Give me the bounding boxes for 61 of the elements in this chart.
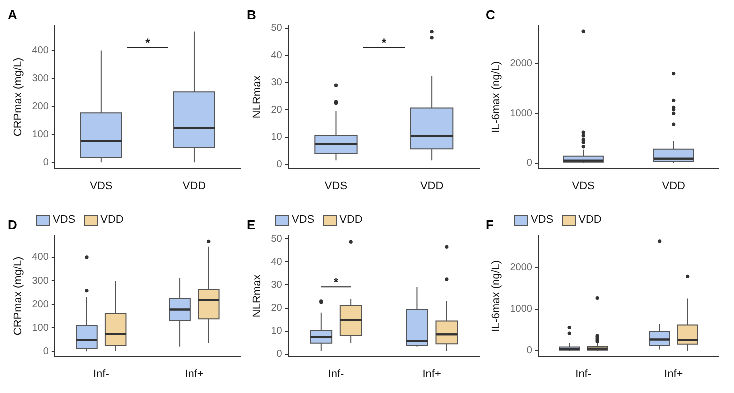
chart-title: D xyxy=(8,217,18,232)
y-tick-label: 0 xyxy=(43,157,50,168)
y-tick-label: 1000 xyxy=(510,304,533,316)
y-axis-title: CRPmax (mg/L) xyxy=(12,58,25,137)
y-tick-label: 50 xyxy=(271,234,283,245)
x-tick-label: Inf+ xyxy=(185,368,204,380)
y-tick-label: 1000 xyxy=(510,108,533,120)
x-tick-label: Inf- xyxy=(328,368,345,380)
y-tick-label: 20 xyxy=(271,104,283,116)
y-tick-label: 10 xyxy=(271,132,283,144)
y-tick-label: 40 xyxy=(271,256,283,268)
legend-label: VDD xyxy=(100,214,124,226)
y-axis-title: NLRmax xyxy=(252,274,264,318)
y-tick-label: 200 xyxy=(32,101,50,112)
y-axis-title: IL-6max (ng/L) xyxy=(490,61,503,133)
y-tick-label: 100 xyxy=(32,322,50,334)
chart-title: A xyxy=(8,7,18,22)
y-tick-label: 0 xyxy=(276,349,283,360)
y-tick-label: 300 xyxy=(32,276,50,287)
y-axis-title: NLRmax xyxy=(252,75,264,119)
y-tick-label: 30 xyxy=(271,78,283,89)
y-tick-label: 0 xyxy=(526,346,533,357)
x-tick-label: Inf- xyxy=(93,368,110,380)
y-tick-label: 0 xyxy=(276,159,283,170)
chart-title: F xyxy=(486,217,494,232)
y-tick-label: 400 xyxy=(32,252,50,264)
y-tick-label: 100 xyxy=(32,129,50,140)
x-tick-label: VDS xyxy=(90,180,113,192)
x-tick-label: Inf+ xyxy=(664,368,684,380)
chart-title: E xyxy=(247,217,256,232)
chart-title: C xyxy=(486,7,496,22)
legend-label: VDD xyxy=(578,214,602,226)
x-tick-label: Inf+ xyxy=(422,368,442,380)
legend-label: VDS xyxy=(531,214,554,226)
y-tick-label: 2000 xyxy=(510,262,533,274)
annotation: * xyxy=(334,275,339,290)
x-tick-label: VDD xyxy=(662,180,686,192)
x-tick-label: Inf- xyxy=(576,368,592,380)
x-tick-label: VDS xyxy=(324,180,348,192)
x-tick-label: VDD xyxy=(420,180,444,192)
legend-label: VDD xyxy=(340,214,363,226)
x-tick-label: VDD xyxy=(182,180,206,192)
y-axis-title: CRPmax (mg/L) xyxy=(12,256,25,336)
x-tick-label: VDS xyxy=(572,180,595,192)
y-tick-label: 40 xyxy=(271,50,283,62)
y-tick-label: 2000 xyxy=(510,58,533,70)
chart-title: B xyxy=(247,7,256,22)
y-tick-label: 0 xyxy=(526,158,533,170)
annotation: * xyxy=(382,36,387,50)
annotation: * xyxy=(146,36,151,50)
y-tick-label: 200 xyxy=(32,299,50,310)
y-tick-label: 50 xyxy=(271,23,283,34)
legend-label: VDS xyxy=(292,214,315,226)
legend-label: VDS xyxy=(53,214,76,226)
y-tick-label: 30 xyxy=(271,280,283,291)
y-tick-label: 10 xyxy=(271,326,283,338)
y-tick-label: 400 xyxy=(32,46,50,57)
y-axis-title: IL-6max (ng/L) xyxy=(490,260,503,332)
y-tick-label: 300 xyxy=(32,73,50,84)
y-tick-label: 20 xyxy=(271,303,283,314)
y-tick-label: 0 xyxy=(43,346,50,358)
